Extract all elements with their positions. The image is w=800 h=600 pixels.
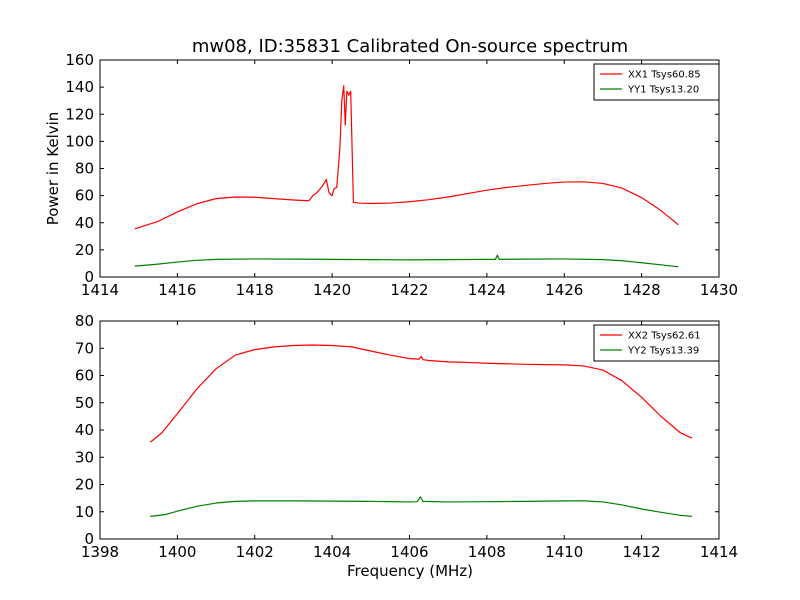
- panel-0-y-tick-label: 100: [65, 132, 94, 150]
- panel-1-y-tick-label: 10: [75, 503, 94, 521]
- panel-1-legend-box: [593, 324, 720, 362]
- panel-1-x-tick-label: 1406: [390, 543, 428, 561]
- panel-1-series-0-line: [149, 344, 693, 443]
- panel-0-x-tick-label: 1428: [623, 281, 661, 299]
- panel-1-y-tick-label: 60: [75, 367, 94, 385]
- panel-0-x-tick-label: 1418: [236, 281, 274, 299]
- panel-0-x-tick-label: 1430: [700, 281, 738, 299]
- panel-0-x-tick-label: 1424: [468, 281, 506, 299]
- panel-0-y-tick-label: 20: [75, 241, 94, 259]
- panel-0-x-tick-label: 1426: [545, 281, 583, 299]
- panel-1-x-tick-label: 1410: [545, 543, 583, 561]
- panel-0-series-1-line: [134, 254, 679, 268]
- panel-0-y-tick-label: 120: [65, 105, 94, 123]
- panel-0-series-0-line: [134, 85, 679, 230]
- panel-0-legend: XX1 Tsys60.85 YY1 Tsys13.20: [593, 63, 720, 101]
- top-panel: 1414 1416 1418 1420 1422 1424 1426 1428 1430 0 20 4…: [65, 51, 738, 299]
- panel-0-x-tick-label: 1420: [313, 281, 351, 299]
- panel-0-y-tick-label: 40: [75, 214, 94, 232]
- panel-1-legend-label-1: YY2 Tsys13.39: [627, 346, 699, 357]
- panel-0-x-tick-label: 1416: [158, 281, 196, 299]
- panel-1-x-tick-label: 1408: [468, 543, 506, 561]
- panel-0-legend-box: [593, 63, 720, 101]
- panel-1-x-tick-label: 1402: [236, 543, 274, 561]
- panel-1-legend-label-0: XX2 Tsys62.61: [628, 331, 701, 342]
- panel-0-legend-label-1: YY1 Tsys13.20: [627, 85, 699, 96]
- panel-1-y-tick-label: 20: [75, 476, 94, 494]
- panel-0-y-tick-label: 80: [75, 160, 94, 178]
- panel-0-y-tick-label: 140: [65, 78, 94, 96]
- panel-0-x-tick-label: 1422: [390, 281, 428, 299]
- panel-1-x-tick-label: 1412: [623, 543, 661, 561]
- panel-1-x-tick-label: 1404: [313, 543, 351, 561]
- panel-1-y-tick-label: 70: [75, 339, 94, 357]
- panel-1-y-tick-label: 80: [75, 312, 94, 330]
- panel-0-legend-label-0: XX1 Tsys60.85: [628, 70, 701, 81]
- chart-title: mw08, ID:35831 Calibrated On-source spec…: [192, 36, 628, 57]
- panel-1-y-tick-label: 50: [75, 394, 94, 412]
- panel-1-y-tick-label: 40: [75, 421, 94, 439]
- bottom-panel: 1398 1400 1402 1404 1406 1408 1410 1412 1414 0 10 2…: [75, 312, 738, 561]
- top-y-axis-label: Power in Kelvin: [44, 112, 62, 226]
- panel-1-x-tick-label: 1400: [158, 543, 196, 561]
- panel-1-legend: XX2 Tsys62.61 YY2 Tsys13.39: [593, 324, 720, 362]
- panel-0-x-tick-label: 1414: [81, 281, 119, 299]
- panel-1-x-tick-label: 1414: [700, 543, 738, 561]
- panel-1-y-tick-label: 30: [75, 448, 94, 466]
- panel-0-y-tick-label: 160: [65, 51, 94, 69]
- panel-1-y-tick-label: 0: [84, 530, 94, 548]
- panel-0-y-tick-label: 60: [75, 187, 94, 205]
- panel-1-series-1-line: [150, 496, 692, 517]
- panel-0-y-tick-label: 0: [84, 268, 94, 286]
- bottom-x-axis-label: Frequency (MHz): [347, 562, 473, 580]
- panel-1-x-tick-label: 1398: [81, 543, 119, 561]
